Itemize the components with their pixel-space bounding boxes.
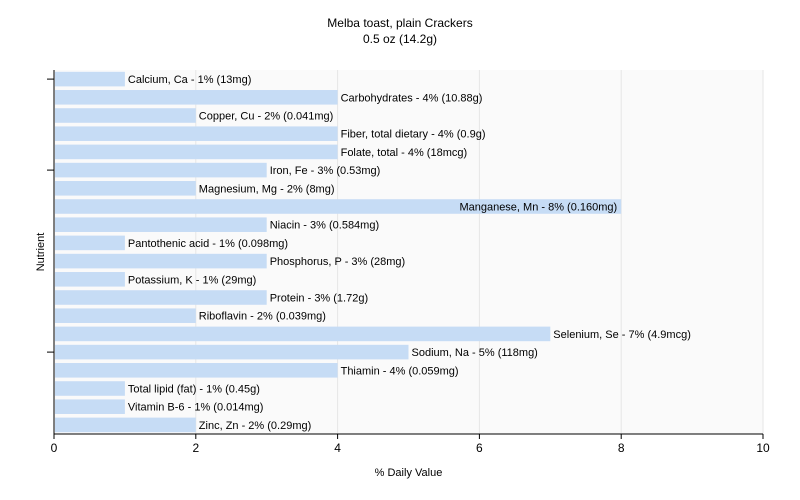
bar: [55, 144, 338, 160]
x-tick-label: 10: [756, 441, 770, 455]
bar: [55, 162, 267, 178]
bar-label: Folate, total - 4% (18mcg): [341, 147, 468, 159]
x-tick-label: 6: [476, 441, 483, 455]
x-axis-label: % Daily Value: [375, 467, 443, 479]
bar-label: Zinc, Zn - 2% (0.29mg): [199, 420, 311, 432]
bar-label: Manganese, Mn - 8% (0.160mg): [459, 202, 617, 214]
chart-title: Melba toast, plain Crackers: [327, 16, 473, 30]
bar-label: Copper, Cu - 2% (0.041mg): [199, 111, 334, 123]
bar: [55, 181, 196, 196]
bar: [55, 399, 125, 414]
bar: [55, 326, 551, 342]
bar-label: Phosphorus, P - 3% (28mg): [270, 256, 406, 268]
bar: [55, 344, 409, 360]
bar-label: Sodium, Na - 5% (118mg): [412, 347, 538, 359]
bar: [55, 417, 196, 433]
bar-label: Calcium, Ca - 1% (13mg): [128, 74, 251, 86]
bar-label: Iron, Fe - 3% (0.53mg): [270, 165, 381, 177]
x-tick-label: 2: [192, 441, 199, 455]
bar: [55, 308, 196, 323]
bar: [55, 253, 267, 269]
chart-subtitle: 0.5 oz (14.2g): [362, 32, 438, 46]
bar: [55, 272, 125, 287]
plot-area: [54, 70, 763, 434]
bar-label: Total lipid (fat) - 1% (0.45g): [128, 384, 260, 396]
bar: [55, 71, 125, 87]
bar-label: Riboflavin - 2% (0.039mg): [199, 311, 326, 323]
bar: [55, 363, 338, 378]
bar-label: Carbohydrates - 4% (10.88g): [341, 92, 483, 104]
bar-label: Fiber, total dietary - 4% (0.9g): [341, 129, 486, 141]
bar: [55, 90, 338, 105]
bar-label: Thiamin - 4% (0.059mg): [341, 365, 459, 377]
x-tick-label: 8: [618, 441, 625, 455]
bar: [55, 235, 125, 251]
bar-label: Magnesium, Mg - 2% (8mg): [199, 183, 335, 195]
bar: [55, 199, 622, 214]
bar: [55, 217, 267, 232]
bar-label: Niacin - 3% (0.584mg): [270, 220, 379, 232]
x-tick-label: 0: [51, 441, 58, 455]
bar: [55, 290, 267, 305]
y-axis-label: Nutrient: [35, 233, 47, 272]
bar-label: Protein - 3% (1.72g): [270, 293, 368, 305]
bar: [55, 126, 338, 141]
bar-label: Potassium, K - 1% (29mg): [128, 274, 256, 286]
x-tick-label: 4: [334, 441, 341, 455]
bar: [55, 108, 196, 123]
bar-label: Selenium, Se - 7% (4.9mcg): [553, 329, 691, 341]
bar-label: Vitamin B-6 - 1% (0.014mg): [128, 402, 264, 414]
bar: [55, 381, 125, 396]
bar-label: Pantothenic acid - 1% (0.098mg): [128, 238, 288, 250]
